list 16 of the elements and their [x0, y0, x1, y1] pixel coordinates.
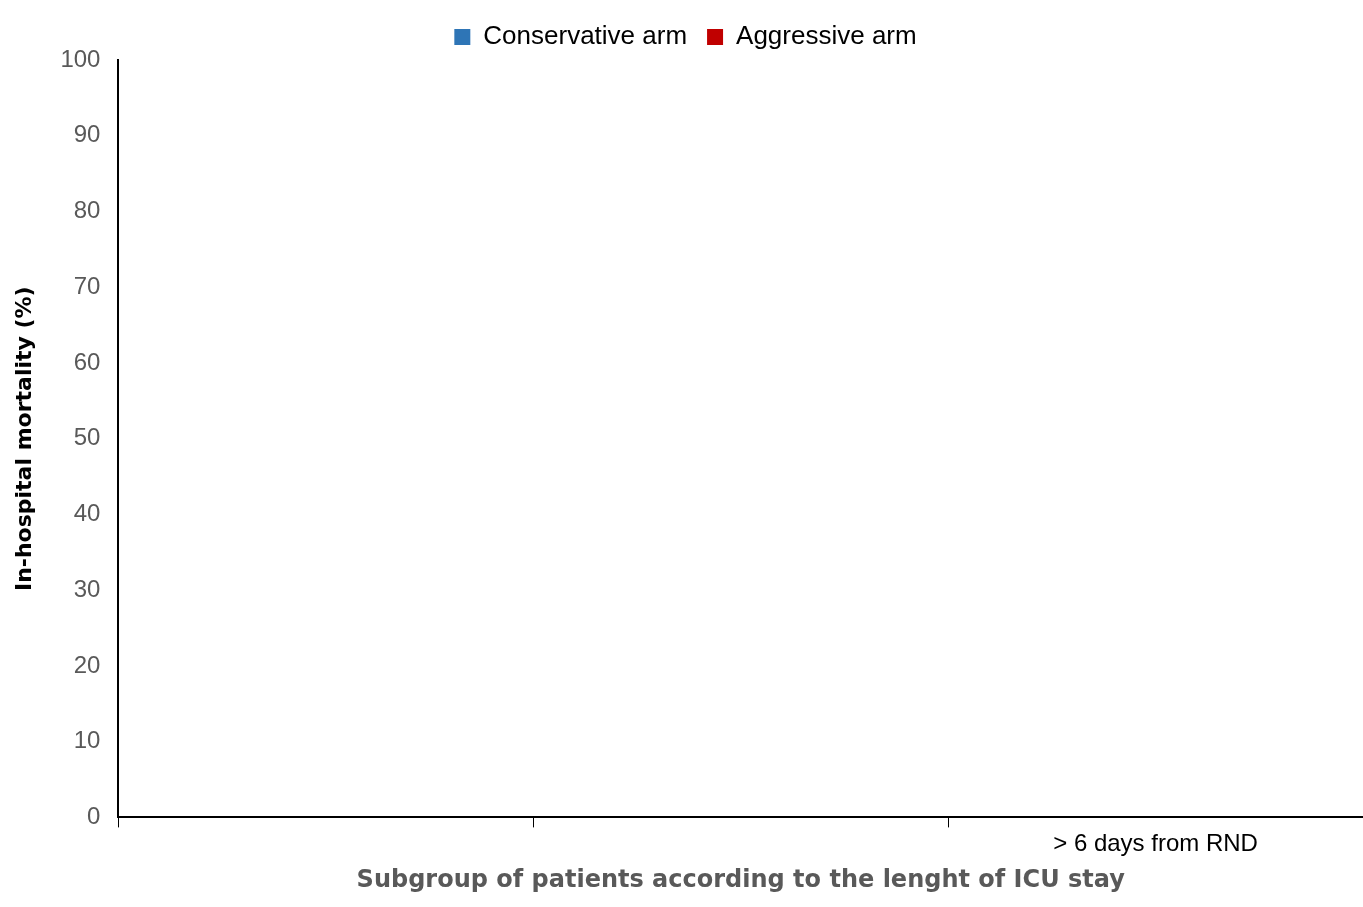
y-tick-label: 100 — [60, 44, 101, 72]
x-axis-title: Subgroup of patients according to the lenght of ICU stay — [356, 864, 1126, 893]
y-tick-label: 30 — [73, 574, 101, 602]
y-tick-label: 20 — [73, 650, 101, 678]
y-tick-label: 60 — [73, 347, 101, 375]
y-tick-label: 70 — [73, 271, 101, 299]
y-tick-label: 40 — [73, 499, 101, 527]
y-tick-label: 0 — [87, 802, 101, 830]
y-axis-title: In-hospital mortality (%) — [10, 286, 36, 592]
y-tick-label: 90 — [73, 120, 101, 148]
y-tick-label: 50 — [73, 423, 101, 451]
legend-label: Aggressive arm — [736, 20, 917, 51]
x-tick-label: > 6 days from RND — [1053, 829, 1258, 857]
y-tick-label: 80 — [73, 196, 101, 224]
legend-label: Conservative arm — [483, 20, 688, 51]
y-tick-label: 10 — [73, 726, 101, 754]
